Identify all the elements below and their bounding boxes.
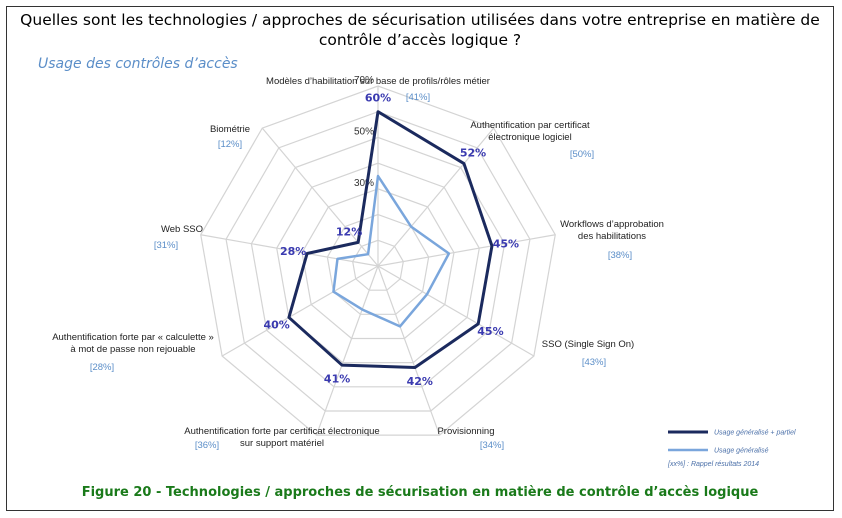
figure-frame xyxy=(6,6,834,511)
value-label: 52% xyxy=(460,147,486,160)
category-label: Authentification forte par « calculette … xyxy=(52,332,214,343)
grid-ring xyxy=(326,213,430,315)
axis-tick-label: 50% xyxy=(354,126,374,137)
value-label: 28% xyxy=(280,245,306,258)
radar-labels: 60% 52% 45% 45% 42% 41% 40% 28% 12% Modèles d’hab… xyxy=(52,76,664,451)
radar-series xyxy=(287,110,494,369)
previous-result-label: [34%] xyxy=(480,440,504,451)
grid-spoke xyxy=(377,265,441,436)
category-label: des habilitations xyxy=(578,231,646,242)
legend-note: [xx%] : Rappel résultats 2014 xyxy=(667,461,759,468)
previous-result-label: [43%] xyxy=(582,357,606,368)
category-label: Modèles d’habilitation sur base de profi… xyxy=(266,76,490,87)
category-label: Workflows d’approbation xyxy=(560,219,664,230)
grid-ring xyxy=(225,111,531,412)
value-label: 45% xyxy=(493,237,519,250)
grid-spoke xyxy=(377,234,556,267)
axis-tick-label: 70% xyxy=(354,75,374,86)
grid-spoke xyxy=(315,265,379,436)
axis-tick-label: 30% xyxy=(354,178,374,189)
grid-ring xyxy=(352,239,404,291)
category-label: électronique logiciel xyxy=(488,132,571,143)
value-label: 45% xyxy=(477,325,503,338)
category-label: Authentification forte par certificat él… xyxy=(184,426,379,437)
previous-result-label: [12%] xyxy=(218,139,242,150)
value-label: 40% xyxy=(264,319,290,332)
value-label: 41% xyxy=(324,372,350,385)
series-line-2 xyxy=(332,174,451,328)
previous-result-label: [38%] xyxy=(608,250,632,261)
grid-ring xyxy=(276,162,480,364)
category-label: Biométrie xyxy=(210,124,250,135)
figure-caption: Figure 20 - Technologies / approches de … xyxy=(81,485,759,500)
chart-subtitle: Usage des contrôles d’accès xyxy=(38,56,238,72)
value-label: 12% xyxy=(336,226,362,239)
grid-ring xyxy=(200,85,556,436)
grid-spoke xyxy=(377,265,535,357)
question-title: Quelles sont les technologies / approche… xyxy=(20,11,820,49)
category-label: Provisionning xyxy=(437,426,494,437)
legend-label-2: Usage généralisé xyxy=(714,448,769,455)
previous-result-label: [41%] xyxy=(406,92,430,103)
grid-spoke xyxy=(221,265,379,357)
previous-result-label: [31%] xyxy=(154,240,178,251)
value-label: 42% xyxy=(407,375,433,388)
category-label: Web SSO xyxy=(161,224,203,235)
legend-label-1: Usage généralisé + partiel xyxy=(714,430,796,437)
value-label: 60% xyxy=(365,92,391,105)
grid-ring xyxy=(250,136,506,388)
category-label: sur support matériel xyxy=(240,438,324,449)
series-line-1 xyxy=(287,110,494,369)
grid-ring xyxy=(301,188,455,340)
grid-spoke xyxy=(377,127,495,267)
previous-result-label: [50%] xyxy=(570,149,594,160)
category-label: SSO (Single Sign On) xyxy=(542,339,634,350)
category-label: Authentification par certificat xyxy=(470,120,590,131)
grid-spoke xyxy=(200,234,379,267)
previous-result-label: [28%] xyxy=(90,362,114,373)
chart-legend: Usage généralisé + partiel Usage générali… xyxy=(667,430,796,469)
category-label: à mot de passe non rejouable xyxy=(70,344,195,355)
previous-result-label: [36%] xyxy=(195,440,219,451)
